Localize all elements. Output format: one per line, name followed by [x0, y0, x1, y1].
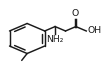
Text: OH: OH	[87, 26, 101, 35]
Text: NH₂: NH₂	[46, 35, 64, 44]
Text: O: O	[72, 9, 79, 18]
